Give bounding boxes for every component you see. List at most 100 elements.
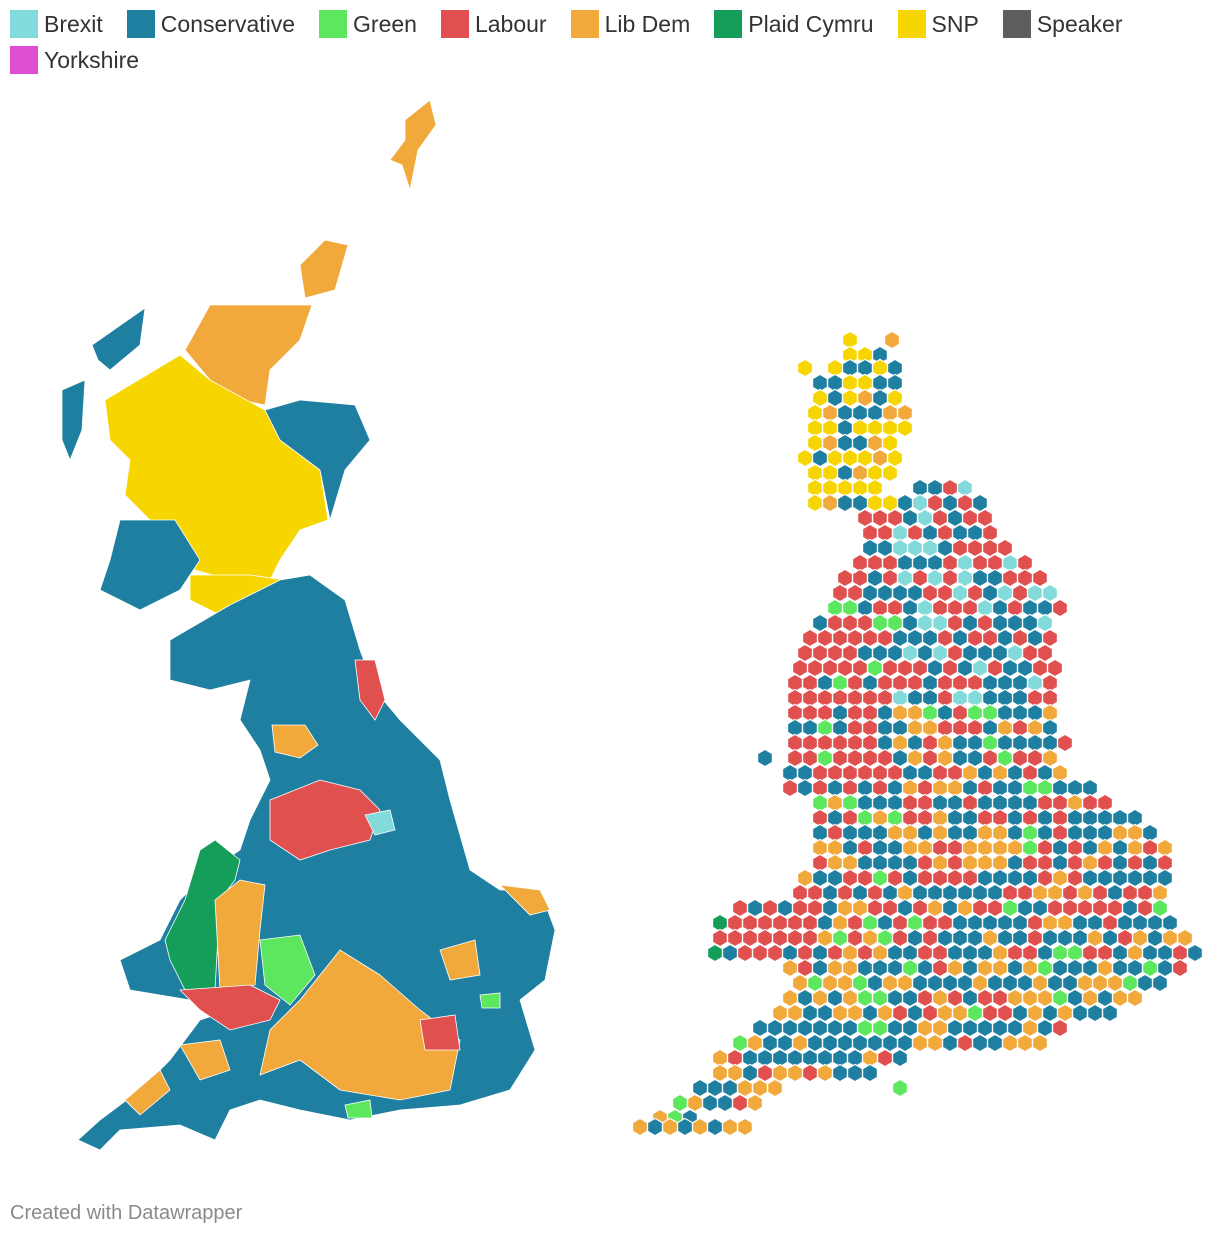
hex-constituency [862, 1063, 878, 1083]
legend-swatch [10, 46, 38, 74]
hex-constituency [757, 748, 773, 768]
hex-constituency [1032, 1033, 1048, 1053]
hex-constituency [752, 943, 768, 963]
region [389, 99, 437, 192]
hex-constituency [1177, 928, 1193, 948]
region [124, 1069, 171, 1116]
hex-constituency [1127, 988, 1143, 1008]
legend-item: Speaker [1002, 10, 1122, 38]
legend-item: Brexit [10, 10, 103, 38]
hex-constituency [1152, 973, 1168, 993]
hex-constituency [957, 1033, 973, 1053]
hex-constituency [822, 493, 838, 513]
legend-swatch [1002, 10, 1031, 38]
legend: Brexit Conservative Green Labour Lib Dem Plai… [10, 10, 1140, 74]
region [354, 659, 386, 721]
legend-swatch [10, 10, 38, 38]
region [271, 724, 319, 759]
hex-constituency [632, 1117, 648, 1137]
hex-constituency [1047, 658, 1063, 678]
legend-label: Conservative [160, 10, 296, 37]
hex-constituency [807, 493, 823, 513]
region [164, 839, 241, 991]
hex-constituency [662, 1117, 678, 1137]
hex-constituency [1112, 988, 1128, 1008]
legend-swatch [319, 10, 348, 38]
hex-constituency [817, 1063, 833, 1083]
region [299, 239, 349, 299]
hex-constituency [972, 493, 988, 513]
hex-constituency [1072, 1003, 1088, 1023]
hex-constituency [1172, 958, 1188, 978]
hex-constituency [722, 943, 738, 963]
hex-constituency [847, 1063, 863, 1083]
hex-constituency [717, 1093, 733, 1113]
hex-constituency [987, 1033, 1003, 1053]
legend-label: Yorkshire [44, 46, 140, 73]
region [179, 1039, 231, 1081]
legend-item: Labour [440, 10, 547, 38]
region [364, 809, 396, 836]
hex-constituency [782, 778, 798, 798]
hex-constituency [1157, 868, 1173, 888]
region [439, 939, 481, 981]
hex-constituency [1042, 748, 1058, 768]
legend-item: Green [319, 10, 417, 38]
geographic-map [61, 99, 556, 1151]
hex-constituency [1037, 613, 1053, 633]
hex-constituency [722, 1117, 738, 1137]
legend-label: Green [353, 10, 417, 37]
region [99, 519, 201, 611]
region [259, 934, 316, 1006]
legend-item: Yorkshire [10, 46, 139, 74]
hex-constituency [1052, 598, 1068, 618]
hex-constituency [1042, 628, 1058, 648]
region [419, 1014, 461, 1051]
region [259, 949, 461, 1101]
hex-constituency [1102, 1003, 1118, 1023]
region [498, 884, 551, 916]
hex-constituency [927, 1033, 943, 1053]
hex-constituency [1037, 643, 1053, 663]
hex-constituency [877, 1048, 893, 1068]
region [77, 574, 556, 1151]
hex-constituency [1042, 583, 1058, 603]
hex-constituency [707, 1117, 723, 1137]
hex-constituency [1087, 1003, 1103, 1023]
hex-constituency [702, 1093, 718, 1113]
hex-constituency [797, 358, 813, 378]
region [91, 307, 146, 371]
hex-constituency [892, 1078, 908, 1098]
hex-constituency [1187, 943, 1203, 963]
hex-constituency [892, 1048, 908, 1068]
hex-constituency [647, 1117, 663, 1137]
hex-constituency [732, 1093, 748, 1113]
hex-constituency [737, 1117, 753, 1137]
region [344, 1099, 373, 1119]
hex-constituency [1137, 973, 1153, 993]
hex-constituency [1002, 1033, 1018, 1053]
hex-map [632, 330, 1203, 1137]
hex-constituency [972, 1033, 988, 1053]
hex-constituency [977, 508, 993, 528]
hex-constituency [997, 538, 1013, 558]
hex-constituency [1032, 568, 1048, 588]
legend-swatch [570, 10, 599, 38]
hex-constituency [692, 1117, 708, 1137]
hex-constituency [1057, 733, 1073, 753]
hex-constituency [912, 1033, 928, 1053]
legend-label: Labour [474, 10, 547, 37]
legend-swatch [714, 10, 743, 38]
legend-label: SNP [931, 10, 979, 37]
legend-label: Lib Dem [604, 10, 691, 37]
legend-swatch [897, 10, 926, 38]
region [269, 779, 381, 861]
hex-constituency [767, 1078, 783, 1098]
legend-swatch [126, 10, 155, 38]
hex-constituency [887, 448, 903, 468]
legend-item: Plaid Cymru [714, 10, 874, 38]
hex-constituency [677, 1117, 693, 1137]
footer: Created with Datawrapper [10, 1202, 243, 1224]
region [179, 984, 281, 1031]
